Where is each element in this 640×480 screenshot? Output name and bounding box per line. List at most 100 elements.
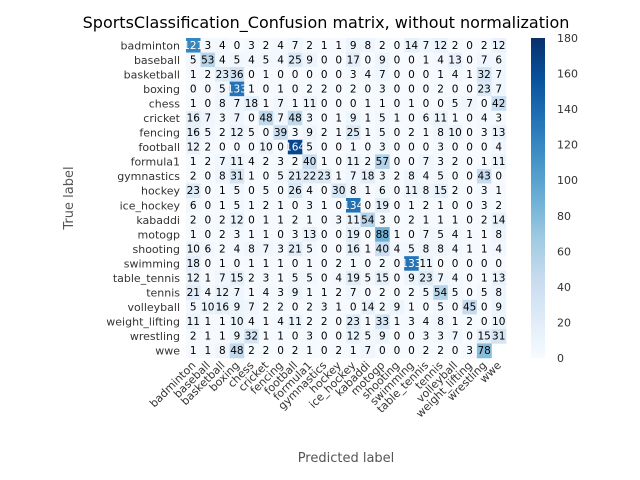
heatmap-cell [287,81,303,97]
cell-value-label: 0 [408,142,415,154]
cell-value-label: 4 [452,243,459,255]
cell-value-label: 19 [376,200,389,212]
heatmap-cell [258,139,274,155]
cell-value-label: 1 [481,229,488,241]
heatmap-cell [462,241,478,257]
cell-value-label: 1 [481,156,488,168]
cell-value-label: 2 [408,287,415,299]
heatmap-cell [316,81,332,97]
cell-value-label: 2 [452,156,459,168]
heatmap-cell [244,139,260,155]
y-tick-label: volleyball [128,301,180,314]
heatmap-cell [375,67,390,82]
cell-value-label: 0 [335,156,342,168]
cell-value-label: 0 [204,258,211,270]
cell-value-label: 2 [263,302,270,314]
cell-value-label: 2 [306,83,313,95]
heatmap-cell [447,183,463,199]
heatmap-cell [331,198,347,213]
heatmap-cell [229,241,245,257]
heatmap-cell [462,67,478,82]
heatmap-cell [302,96,318,112]
cell-value-label: 8 [495,229,502,241]
cell-value-label: 3 [437,142,444,154]
heatmap-cell [244,81,260,97]
cell-value-label: 21 [187,287,200,299]
cell-value-label: 5 [452,98,459,110]
heatmap-cell [244,328,260,344]
heatmap-cell [389,81,405,97]
heatmap-cell [360,168,376,184]
heatmap-cell [476,81,492,97]
heatmap-cell [302,154,318,170]
y-tick-label: basketball [124,68,180,81]
cell-value-label: 1 [364,113,371,125]
cell-value-label: 1 [321,287,328,299]
cell-value-label: 8 [495,287,502,299]
heatmap-cell [491,168,507,184]
heatmap-cell [215,285,230,301]
cell-value-label: 11 [434,113,447,125]
heatmap-cell [215,256,230,272]
cell-value-label: 0 [248,69,255,81]
cell-value-label: 1 [277,214,284,226]
cell-value-label: 3 [379,83,386,95]
heatmap-cell [244,241,260,257]
cell-value-label: 2 [423,345,430,357]
heatmap-cell [462,52,478,68]
heatmap-cell [346,183,361,199]
cell-value-label: 2 [379,258,386,270]
heatmap-cell [375,110,390,126]
cell-value-label: 42 [492,98,505,110]
heatmap-cell [433,256,449,272]
heatmap-cell [200,38,216,53]
heatmap-cell [418,328,434,344]
heatmap-cell [346,256,361,272]
heatmap-cell [462,154,478,170]
cell-value-label: 0 [234,142,241,154]
heatmap-cell [331,212,347,228]
cell-value-label: 3 [277,243,284,255]
heatmap-cell [404,96,420,112]
cell-value-label: 2 [292,156,299,168]
cell-value-label: 0 [394,69,401,81]
heatmap-cell [389,183,405,199]
cell-value-label: 9 [394,302,401,314]
cell-value-label: 11 [347,156,360,168]
heatmap-cell [346,139,361,155]
heatmap-cell [244,285,260,301]
cell-value-label: 6 [190,200,197,212]
heatmap-cell [273,125,289,141]
cell-value-label: 0 [495,171,502,183]
cell-value-label: 4 [452,273,459,285]
cell-value-label: 1 [321,200,328,212]
cell-value-label: 39 [274,127,287,139]
cell-value-label: 0 [466,142,473,154]
heatmap-cell [389,343,405,359]
heatmap-cell [229,81,245,97]
heatmap-cell [287,285,303,301]
y-tick-label: boxing [143,83,180,96]
heatmap-cell [433,110,449,126]
heatmap-cell [186,52,201,68]
heatmap-cell [491,212,507,228]
cell-value-label: 4 [437,54,444,66]
y-tick-label: kabaddi [136,214,180,227]
heatmap-cell [331,139,347,155]
heatmap-cell [273,96,289,112]
cell-value-label: 0 [495,258,502,270]
colorbar-tick-label: 60 [557,245,571,258]
cell-value-label: 0 [364,258,371,270]
heatmap-cell [418,139,434,155]
heatmap-cell [447,285,463,301]
heatmap-cell [476,270,492,286]
cell-value-label: 0 [335,98,342,110]
heatmap-cell [186,299,201,315]
cell-value-label: 2 [219,214,226,226]
cell-value-label: 13 [448,54,461,66]
cell-value-label: 0 [335,69,342,81]
heatmap-cell [229,154,245,170]
heatmap-cell [331,81,347,97]
colorbar-tick-label: 20 [557,316,571,329]
cell-value-label: 1 [277,273,284,285]
